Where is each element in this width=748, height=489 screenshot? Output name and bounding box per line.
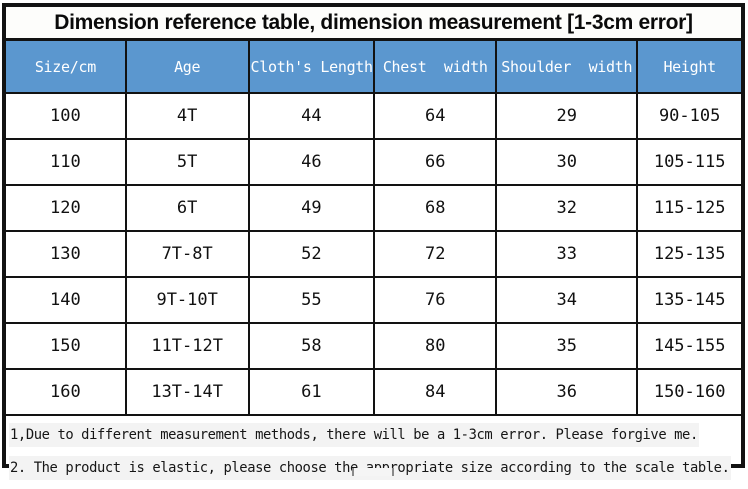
table-cell: 49 [247,184,376,232]
table-cell: 30 [495,138,639,186]
size-table-body: 100 4T 44 64 29 90-105 110 5T 46 66 30 1… [6,92,741,416]
table-row: 160 13T-14T 61 84 36 150-160 [6,368,741,416]
table-cell: 145-155 [636,322,741,370]
table-cell: 29 [495,92,639,140]
column-header-chest: Chest width [373,41,498,94]
table-cell: 140 [6,276,127,324]
page-title: Dimension reference table, dimension mea… [54,10,693,34]
table-cell: 72 [373,230,498,278]
table-row: 110 5T 46 66 30 105-115 [6,138,741,186]
table-row: 150 11T-12T 58 80 35 145-155 [6,322,741,370]
table-cell: 46 [247,138,376,186]
table-cell: 13T-14T [124,368,250,416]
note-text-error-tolerance: 1,Due to different measurement methods, … [9,423,699,447]
table-cell: 68 [373,184,498,232]
table-cell: 150 [6,322,127,370]
table-cell: 125-135 [636,230,741,278]
table-cell: 115-125 [636,184,741,232]
table-cell: 33 [495,230,639,278]
table-cell: 90-105 [636,92,741,140]
table-cell: 61 [247,368,376,416]
note-line-1: 1,Due to different measurement methods, … [9,423,739,447]
table-cell: 76 [373,276,498,324]
table-cell: 120 [6,184,127,232]
cropped-table-sliver [352,468,394,476]
table-cell: 52 [247,230,376,278]
table-row: 130 7T-8T 52 72 33 125-135 [6,230,741,278]
table-cell: 58 [247,322,376,370]
table-cell: 36 [495,368,639,416]
table-cell: 4T [124,92,250,140]
table-cell: 110 [6,138,127,186]
table-cell: 130 [6,230,127,278]
table-cell: 150-160 [636,368,741,416]
table-cell: 160 [6,368,127,416]
table-cell: 44 [247,92,376,140]
table-cell: 5T [124,138,250,186]
table-cell: 35 [495,322,639,370]
table-cell: 6T [124,184,250,232]
table-cell: 105-115 [636,138,741,186]
column-header-length: Cloth's Length [247,41,376,94]
table-cell: 84 [373,368,498,416]
table-cell: 64 [373,92,498,140]
table-cell: 100 [6,92,127,140]
size-table: Size/cm Age Cloth's Length Chest width S… [6,41,741,416]
title-bar: Dimension reference table, dimension mea… [6,7,741,41]
table-cell: 34 [495,276,639,324]
table-row: 100 4T 44 64 29 90-105 [6,92,741,140]
size-chart-frame: Dimension reference table, dimension mea… [2,3,745,480]
size-table-header: Size/cm Age Cloth's Length Chest width S… [6,41,741,94]
table-cell: 11T-12T [124,322,250,370]
table-cell: 80 [373,322,498,370]
notes-section: 1,Due to different measurement methods, … [6,416,741,489]
table-cell: 9T-10T [124,276,250,324]
column-header-height: Height [636,41,741,94]
column-header-age: Age [124,41,250,94]
table-cell: 135-145 [636,276,741,324]
table-cell: 66 [373,138,498,186]
table-cell: 7T-8T [124,230,250,278]
column-header-shoulder: Shoulder width [495,41,639,94]
table-cell: 55 [247,276,376,324]
column-header-size: Size/cm [6,41,127,94]
header-row: Size/cm Age Cloth's Length Chest width S… [6,41,741,94]
table-cell: 32 [495,184,639,232]
table-row: 120 6T 49 68 32 115-125 [6,184,741,232]
table-row: 140 9T-10T 55 76 34 135-145 [6,276,741,324]
